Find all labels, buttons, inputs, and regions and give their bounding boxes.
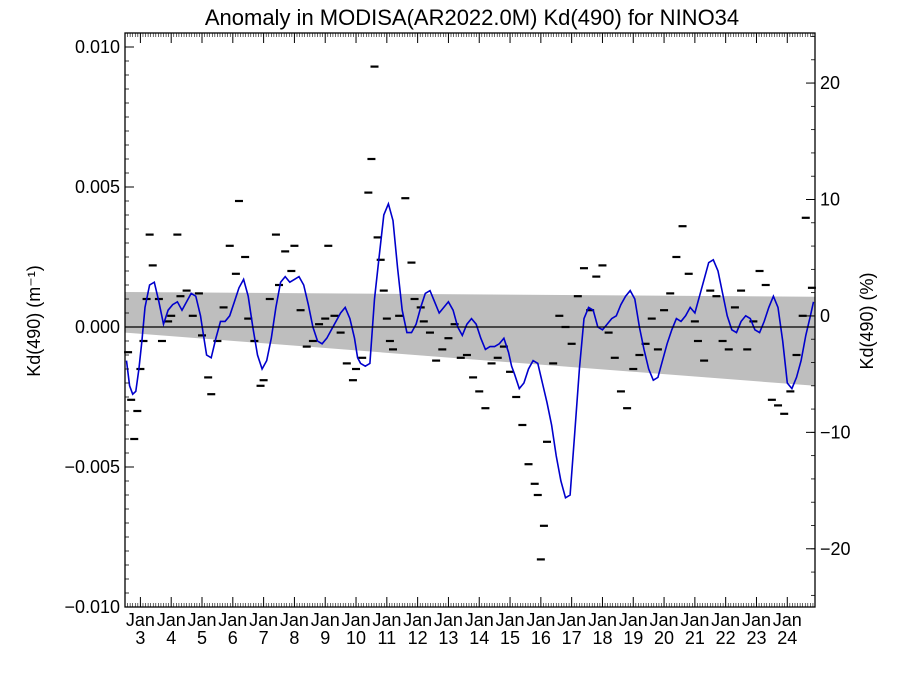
plot-frame [124, 32, 816, 608]
x-tick-label-month: Jan [249, 610, 278, 630]
x-tick-label-month: Jan [157, 610, 186, 630]
x-tick-label-year: 7 [259, 628, 269, 648]
x-tick-label-year: 19 [623, 628, 643, 648]
y-tick-label-left: −0.010 [64, 597, 120, 617]
x-tick-label-year: 24 [777, 628, 797, 648]
y-axis-label-left: Kd(490) (m⁻¹) [24, 265, 44, 377]
x-tick-label-month: Jan [619, 610, 648, 630]
x-tick-label-month: Jan [311, 610, 340, 630]
x-tick-label-month: Jan [434, 610, 463, 630]
x-tick-label-month: Jan [280, 610, 309, 630]
x-tick-label-month: Jan [588, 610, 617, 630]
x-tick-label-year: 9 [320, 628, 330, 648]
x-tick-label-year: 8 [289, 628, 299, 648]
x-tick-label-year: 18 [592, 628, 612, 648]
x-tick-label-year: 16 [531, 628, 551, 648]
x-tick-label-year: 20 [654, 628, 674, 648]
x-tick-label-month: Jan [218, 610, 247, 630]
x-tick-label-year: 13 [438, 628, 458, 648]
y-tick-label-right: 10 [820, 189, 840, 209]
x-tick-label-year: 21 [685, 628, 705, 648]
x-tick-label-month: Jan [187, 610, 216, 630]
y-tick-label-left: 0.010 [75, 37, 120, 57]
x-tick-label-month: Jan [742, 610, 771, 630]
axes-layer: 0.010 0.005 0.000 −0.005 −0.010 20 10 0 −10 −20 Ja… [64, 32, 851, 648]
y-tick-label-right: 20 [820, 73, 840, 93]
x-tick-label-month: Jan [372, 610, 401, 630]
chart-title: Anomaly in MODISA(AR2022.0M) Kd(490) for… [205, 5, 739, 30]
x-tick-label-month: Jan [773, 610, 802, 630]
x-tick-label-month: Jan [650, 610, 679, 630]
x-tick-label-year: 12 [408, 628, 428, 648]
x-tick-label-month: Jan [126, 610, 155, 630]
x-tick-label-year: 6 [228, 628, 238, 648]
y-tick-label-right: 0 [820, 306, 830, 326]
x-tick-label-year: 23 [746, 628, 766, 648]
x-tick-label-year: 3 [135, 628, 145, 648]
y-tick-label-left: 0.005 [75, 177, 120, 197]
x-tick-label-month: Jan [465, 610, 494, 630]
trend-band-layer [125, 292, 815, 386]
y-tick-label-left: 0.000 [75, 317, 120, 337]
x-tick-label-month: Jan [711, 610, 740, 630]
x-tick-label-month: Jan [680, 610, 709, 630]
x-tick-label-year: 4 [166, 628, 176, 648]
x-tick-label-year: 15 [500, 628, 520, 648]
x-tick-label-month: Jan [496, 610, 525, 630]
x-tick-label-year: 14 [469, 628, 489, 648]
smoothed-line-layer [125, 201, 815, 500]
y-axis-label-right: Kd(490) (%) [857, 272, 877, 369]
x-tick-label-year: 11 [377, 628, 396, 648]
x-tick-label-month: Jan [342, 610, 371, 630]
y-tick-label-right: −20 [820, 539, 851, 559]
x-tick-label-year: 17 [562, 628, 582, 648]
y-tick-label-right: −10 [820, 422, 851, 442]
trend-band [125, 292, 815, 386]
x-tick-label-year: 10 [346, 628, 366, 648]
x-tick-label-month: Jan [526, 610, 555, 630]
smoothed-series-line [125, 201, 815, 500]
x-tick-label-year: 5 [197, 628, 207, 648]
x-tick-label-year: 22 [716, 628, 736, 648]
x-tick-label-month: Jan [557, 610, 586, 630]
y-tick-label-left: −0.005 [64, 457, 120, 477]
x-tick-label-month: Jan [403, 610, 432, 630]
